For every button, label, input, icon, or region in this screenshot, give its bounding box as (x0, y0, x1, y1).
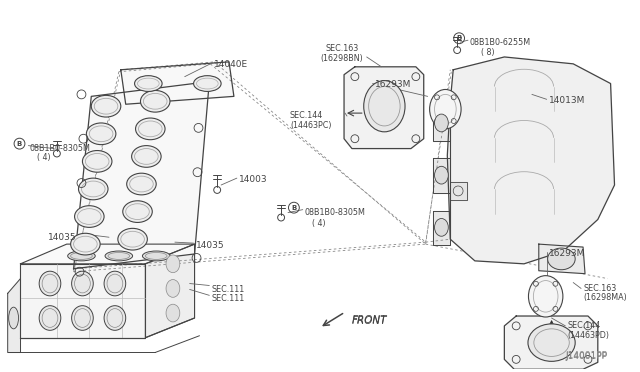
Text: ( 4): ( 4) (312, 218, 325, 228)
Text: J14001PP: J14001PP (565, 350, 607, 359)
Text: 08B1B0-6255M: 08B1B0-6255M (470, 38, 531, 47)
Polygon shape (451, 182, 467, 200)
Text: SEC.163: SEC.163 (583, 283, 616, 292)
Ellipse shape (104, 306, 125, 330)
Text: SEC.111: SEC.111 (211, 285, 244, 294)
Text: (14463PD): (14463PD) (567, 331, 609, 340)
Ellipse shape (105, 251, 132, 261)
Ellipse shape (435, 114, 448, 132)
Ellipse shape (528, 324, 575, 361)
Polygon shape (504, 316, 598, 369)
Ellipse shape (72, 306, 93, 330)
Text: SEC.144: SEC.144 (290, 111, 323, 120)
Text: J14001PP: J14001PP (565, 353, 607, 362)
Ellipse shape (364, 81, 405, 132)
Text: 14035: 14035 (196, 241, 224, 250)
Ellipse shape (70, 233, 100, 255)
Polygon shape (74, 81, 209, 269)
Text: (14463PC): (14463PC) (290, 121, 332, 130)
Text: 14003: 14003 (239, 175, 268, 184)
Ellipse shape (9, 307, 19, 329)
Ellipse shape (193, 76, 221, 92)
Polygon shape (20, 264, 145, 338)
Text: (16298BN): (16298BN) (321, 54, 364, 63)
Ellipse shape (127, 173, 156, 195)
Polygon shape (433, 106, 451, 141)
Ellipse shape (166, 280, 180, 297)
Text: 14040E: 14040E (214, 60, 248, 69)
Text: SEC.111: SEC.111 (211, 294, 244, 303)
Text: 16293M: 16293M (548, 249, 585, 258)
Ellipse shape (548, 248, 575, 270)
Ellipse shape (68, 251, 95, 261)
Text: 14013M: 14013M (548, 96, 585, 105)
Text: B: B (291, 205, 296, 211)
Ellipse shape (104, 271, 125, 296)
Text: (16298MA): (16298MA) (583, 294, 627, 302)
Polygon shape (121, 62, 234, 104)
Ellipse shape (118, 228, 147, 250)
Ellipse shape (86, 123, 116, 145)
Text: 08B1B0-8305M: 08B1B0-8305M (305, 208, 365, 217)
Text: 08B1B0-8305M: 08B1B0-8305M (29, 144, 90, 153)
Ellipse shape (92, 95, 121, 117)
Text: B: B (456, 35, 461, 41)
Text: B: B (17, 141, 22, 147)
Ellipse shape (136, 118, 165, 140)
Ellipse shape (166, 304, 180, 322)
Ellipse shape (140, 90, 170, 112)
Ellipse shape (429, 89, 461, 129)
Ellipse shape (72, 271, 93, 296)
Ellipse shape (132, 145, 161, 167)
Polygon shape (433, 211, 451, 245)
Ellipse shape (435, 166, 448, 184)
Polygon shape (539, 244, 585, 274)
Polygon shape (344, 67, 424, 148)
Ellipse shape (166, 255, 180, 273)
Ellipse shape (134, 76, 162, 92)
Ellipse shape (435, 218, 448, 236)
Text: 16293M: 16293M (374, 80, 411, 89)
Ellipse shape (123, 201, 152, 222)
Ellipse shape (83, 151, 112, 172)
Polygon shape (8, 279, 20, 353)
Text: SEC.163: SEC.163 (326, 44, 358, 53)
Polygon shape (145, 244, 195, 338)
Polygon shape (433, 158, 451, 193)
Ellipse shape (529, 276, 563, 317)
Text: SEC.144: SEC.144 (567, 321, 600, 330)
Ellipse shape (79, 178, 108, 200)
Ellipse shape (75, 206, 104, 227)
Ellipse shape (39, 306, 61, 330)
Polygon shape (20, 244, 195, 264)
Text: FRONT: FRONT (352, 315, 387, 325)
Ellipse shape (143, 251, 170, 261)
Text: ( 8): ( 8) (481, 48, 494, 57)
Text: ( 4): ( 4) (37, 154, 51, 163)
Polygon shape (447, 57, 614, 264)
Ellipse shape (39, 271, 61, 296)
Text: 14035: 14035 (48, 233, 77, 242)
Text: FRONT: FRONT (352, 316, 387, 326)
